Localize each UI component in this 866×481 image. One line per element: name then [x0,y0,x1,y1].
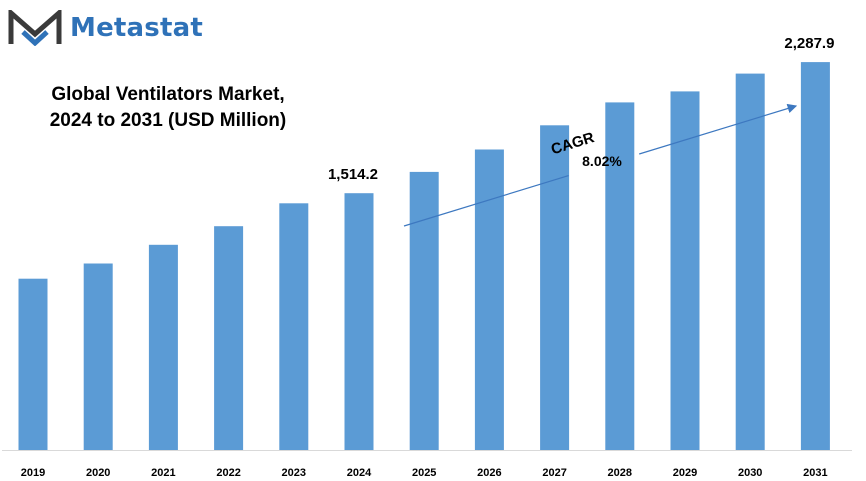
bar-2020 [83,263,113,450]
chart-title-line1: Global Ventilators Market, [51,84,285,105]
x-tick-label-2019: 2019 [21,467,45,479]
x-tick-label-2021: 2021 [151,467,175,479]
bar-2030 [735,73,765,450]
x-tick-label-2028: 2028 [608,467,632,479]
metastat-logo-icon [8,10,62,46]
bar-2019 [18,278,48,450]
bar-2024 [344,193,374,450]
x-tick-label-2029: 2029 [673,467,697,479]
bar-2025 [409,171,439,450]
chart-title: Global Ventilators Market, 2024 to 2031 … [38,82,298,134]
cagr-arrow-line-end [639,103,798,155]
brand-logo: Metastat [8,8,203,48]
x-tick-label-2023: 2023 [282,467,306,479]
bar-2022 [214,226,244,450]
cagr-arrow-line-start [403,175,569,227]
x-tick-label-2022: 2022 [216,467,240,479]
x-tick-label-2025: 2025 [412,467,436,479]
bar-2028 [605,102,635,451]
bar-2021 [148,244,178,450]
x-tick-label-2024: 2024 [347,467,372,479]
x-tick-label-2031: 2031 [803,467,827,479]
chart-title-line2: 2024 to 2031 (USD Million) [49,110,287,131]
x-tick-label-2030: 2030 [738,467,762,479]
data-label-2031: 2,287.9 [784,35,834,52]
x-tick-label-2027: 2027 [542,467,566,479]
bar-2029 [670,91,700,451]
bar-2023 [279,203,309,450]
bar-2031 [800,62,830,450]
x-tick-label-2026: 2026 [477,467,501,479]
x-tick-label-2020: 2020 [86,467,110,479]
bar-2027 [540,125,570,451]
brand-name: Metastat [70,13,203,43]
bar-2026 [474,149,504,450]
data-label-2024: 1,514.2 [328,166,378,183]
cagr-value: 8.02% [582,153,622,169]
